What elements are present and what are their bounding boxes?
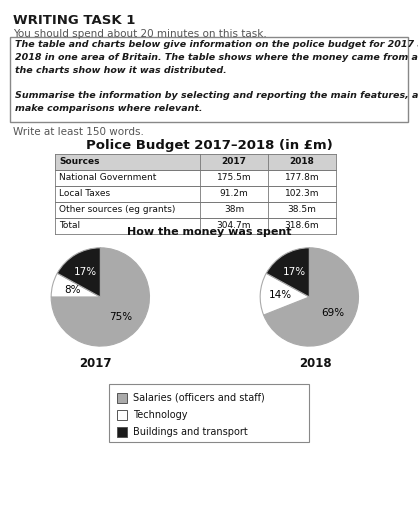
Text: You should spend about 20 minutes on this task.: You should spend about 20 minutes on thi… [13, 29, 267, 39]
Bar [55, 186, 336, 202]
Text: 318.6m: 318.6m [285, 222, 319, 230]
Text: 91.2m: 91.2m [219, 189, 248, 199]
Wedge shape [260, 273, 309, 315]
Text: 38m: 38m [224, 205, 244, 215]
Bar [55, 202, 336, 218]
Text: 102.3m: 102.3m [285, 189, 319, 199]
Bar [109, 384, 309, 442]
Wedge shape [264, 248, 359, 346]
Text: National Government: National Government [59, 174, 156, 182]
Text: 2017: 2017 [222, 158, 247, 166]
Bar [55, 170, 336, 186]
Wedge shape [266, 248, 309, 297]
Text: Technology: Technology [133, 410, 188, 420]
Text: 38.5m: 38.5m [288, 205, 316, 215]
Bar [55, 218, 336, 234]
Text: 75%: 75% [109, 312, 132, 322]
Text: 69%: 69% [321, 308, 344, 318]
Bar [117, 410, 127, 420]
Text: Police Budget 2017–2018 (in £m): Police Budget 2017–2018 (in £m) [86, 139, 332, 152]
Bar [117, 393, 127, 403]
Text: 304.7m: 304.7m [217, 222, 251, 230]
Text: 8%: 8% [64, 285, 81, 295]
Text: 177.8m: 177.8m [285, 174, 319, 182]
Text: Other sources (eg grants): Other sources (eg grants) [59, 205, 176, 215]
Text: Sources: Sources [59, 158, 99, 166]
Wedge shape [51, 248, 150, 346]
Text: 17%: 17% [74, 267, 97, 278]
Wedge shape [51, 273, 100, 297]
Text: Buildings and transport: Buildings and transport [133, 427, 248, 437]
Text: 2018: 2018 [299, 357, 331, 370]
Text: 14%: 14% [269, 290, 293, 300]
Text: 17%: 17% [283, 267, 306, 278]
Text: Total: Total [59, 222, 80, 230]
Bar [10, 37, 408, 122]
Text: 2017: 2017 [79, 357, 111, 370]
Wedge shape [57, 248, 100, 297]
Text: Salaries (officers and staff): Salaries (officers and staff) [133, 393, 265, 403]
Text: How the money was spent: How the money was spent [127, 227, 291, 237]
Bar [117, 427, 127, 437]
Text: 175.5m: 175.5m [217, 174, 251, 182]
Text: Local Taxes: Local Taxes [59, 189, 110, 199]
Text: 2018: 2018 [290, 158, 314, 166]
Text: The table and charts below give information on the police budget for 2017 and
20: The table and charts below give informat… [15, 40, 418, 113]
Text: WRITING TASK 1: WRITING TASK 1 [13, 14, 135, 27]
Bar [55, 154, 336, 170]
Text: Write at least 150 words.: Write at least 150 words. [13, 127, 144, 137]
